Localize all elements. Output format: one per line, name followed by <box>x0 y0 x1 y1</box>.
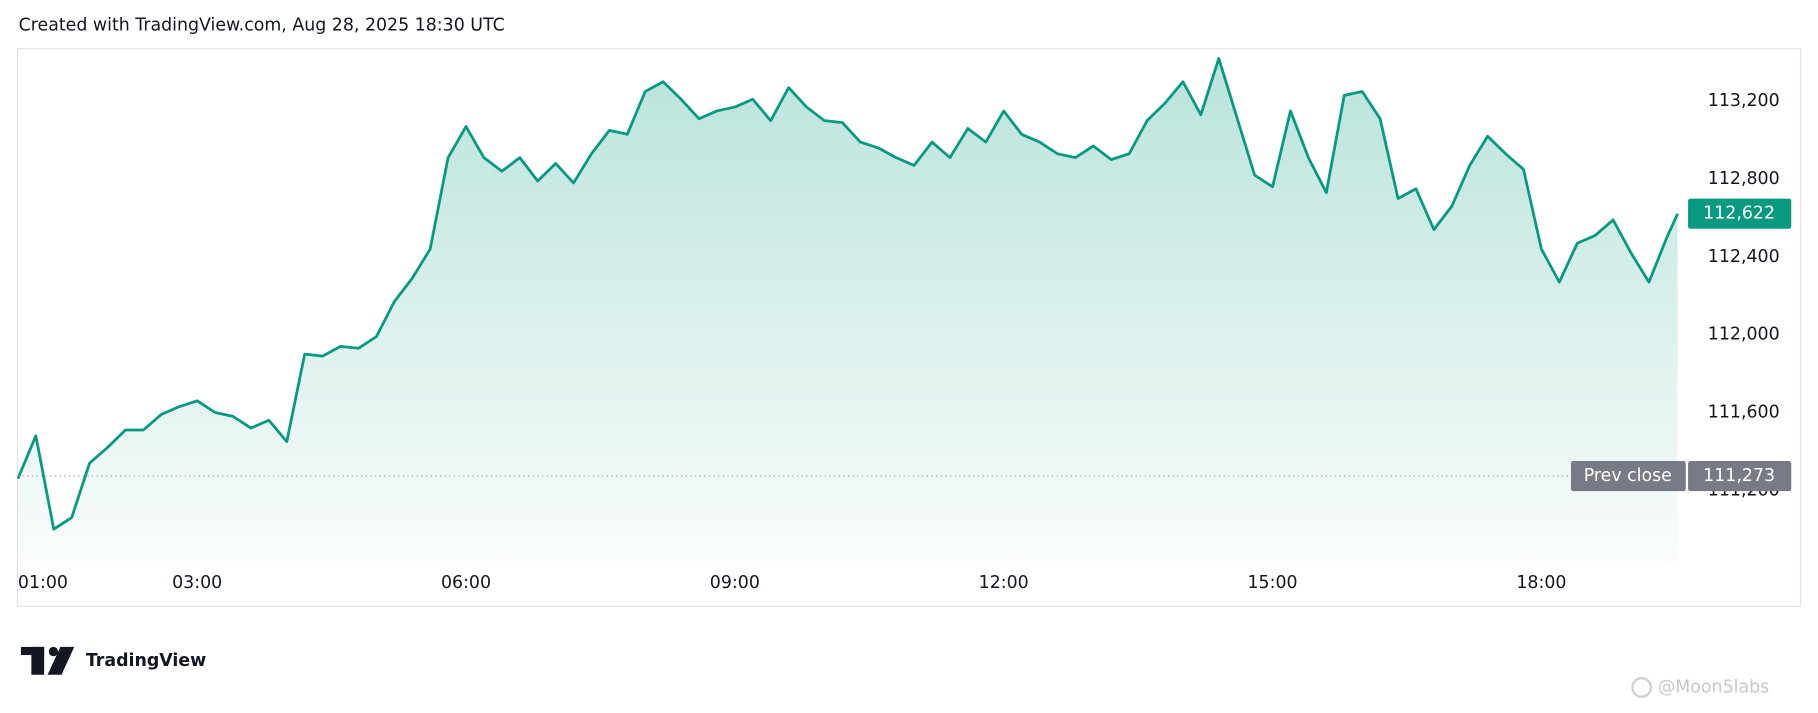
price-line <box>16 57 1679 531</box>
logo-part <box>48 646 59 657</box>
last-price-label: 112,622 <box>1703 204 1775 224</box>
y-tick-label: 112,800 <box>1708 169 1780 189</box>
last-price-tag <box>1688 198 1792 229</box>
x-tick-label: 03:00 <box>172 573 222 593</box>
y-tick-label: 111,600 <box>1708 402 1780 422</box>
chart-title: Created with TradingView.com, Aug 28, 20… <box>19 16 505 36</box>
x-tick-label: 01:00 <box>18 573 68 593</box>
x-tick-label: 12:00 <box>979 573 1029 593</box>
watermark: @Moon5labs <box>1658 677 1769 697</box>
prev-close-name: Prev close <box>1584 466 1672 486</box>
x-tick-label: 18:00 <box>1516 573 1566 593</box>
prev-close-value: 111,273 <box>1703 466 1775 486</box>
y-tick-label: 113,200 <box>1708 91 1780 111</box>
logo-part <box>31 646 45 675</box>
x-tick-label: 15:00 <box>1248 573 1298 593</box>
prev-close-tag <box>1570 461 1686 492</box>
y-tick-label: 112,400 <box>1708 247 1780 267</box>
brand-logo <box>20 646 75 675</box>
area <box>17 58 1678 563</box>
prev-close-value-tag <box>1688 461 1792 492</box>
plot-area: 111,200111,600112,000112,400112,800113,2… <box>16 57 1792 593</box>
watermark-icon <box>1631 677 1653 698</box>
y-tick-label: 112,000 <box>1708 325 1780 345</box>
x-tick-label: 06:00 <box>441 573 491 593</box>
x-tick-label: 09:00 <box>710 573 760 593</box>
brand-name: TradingView <box>86 651 206 671</box>
chart-frame <box>16 48 1802 607</box>
logo-part <box>47 646 75 675</box>
